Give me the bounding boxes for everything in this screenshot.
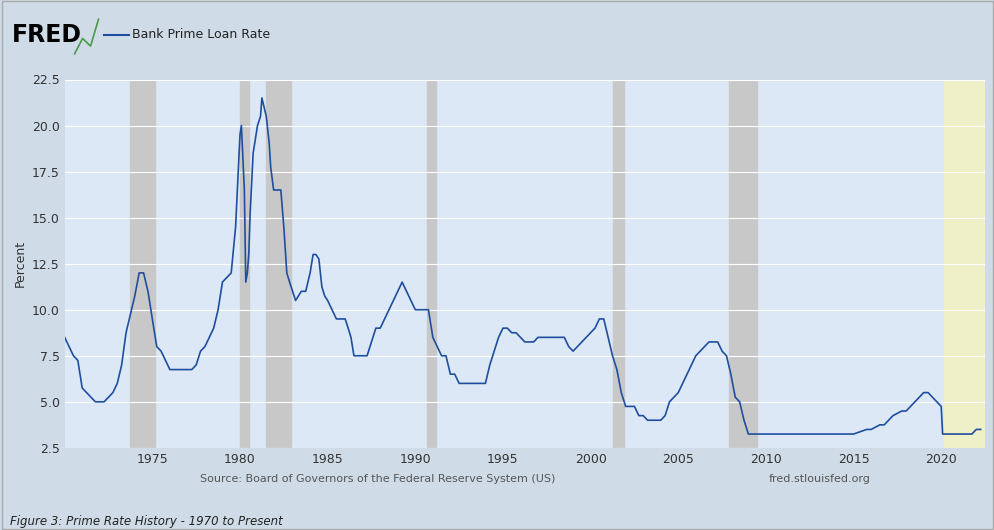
Text: FRED: FRED	[12, 23, 82, 47]
Bar	[240, 80, 248, 448]
Text: Bank Prime Loan Rate: Bank Prime Loan Rate	[132, 28, 270, 41]
Bar	[130, 80, 155, 448]
Bar	[612, 80, 623, 448]
Text: Figure 3: Prime Rate History - 1970 to Present: Figure 3: Prime Rate History - 1970 to P…	[10, 515, 282, 528]
Bar	[426, 80, 435, 448]
Bar	[266, 80, 291, 448]
Text: fred.stlouisfed.org: fred.stlouisfed.org	[768, 474, 870, 484]
Bar	[943, 80, 984, 448]
Text: Source: Board of Governors of the Federal Reserve System (US): Source: Board of Governors of the Federa…	[200, 474, 556, 484]
Bar	[729, 80, 756, 448]
Y-axis label: Percent: Percent	[13, 240, 27, 287]
